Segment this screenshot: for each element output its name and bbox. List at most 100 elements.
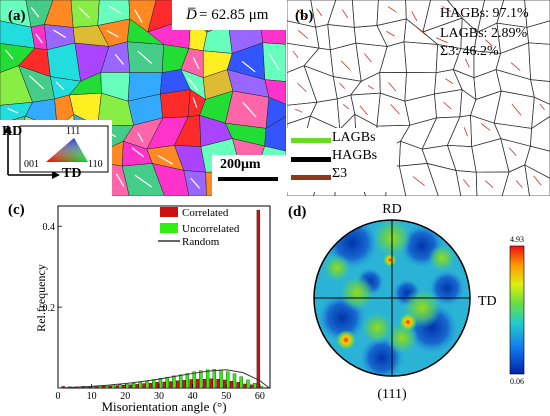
sigma3-boundary [436, 37, 448, 44]
bar-uncorrelated [199, 370, 203, 389]
twin-lamella [35, 33, 43, 44]
twin-lamella [269, 54, 280, 71]
sigma3-boundary [292, 50, 299, 59]
boundary-legend: LAGBs HAGBs Σ3 [287, 128, 397, 192]
boundary-stats: HAGBs: 97.1% LAGBs: 2.89% Σ3: 46.2% [440, 6, 550, 66]
grain [152, 163, 190, 196]
sigma3-boundary [539, 103, 545, 110]
twin-lamella [190, 177, 201, 189]
sigma3-boundary [485, 39, 493, 47]
bar-correlated [142, 383, 146, 389]
legend-label-random: Random [182, 236, 220, 248]
twin-lamella [78, 7, 91, 19]
bar-uncorrelated [125, 383, 129, 389]
bar-uncorrelated [91, 386, 95, 389]
bar-uncorrelated [172, 375, 176, 389]
colorbar-min-label: 0.06 [510, 377, 524, 386]
bar-correlated [182, 380, 187, 389]
bar-uncorrelated [253, 382, 257, 389]
bar-uncorrelated [226, 371, 230, 389]
bar-correlated [115, 385, 119, 389]
bar-correlated [108, 385, 112, 389]
pole-figure-rd-label: RD [382, 202, 401, 217]
ipf-110-label: 110 [88, 159, 103, 170]
hagb-boundary [530, 79, 550, 105]
pole-figure: RD TD (111) 4.93 0.06 [313, 202, 525, 402]
twin-lamella [134, 174, 153, 188]
twin-lamella [8, 7, 23, 20]
td-axis-label: TD [62, 166, 82, 181]
sigma3-boundary [444, 78, 454, 84]
y-axis-label: Rel.frequency [34, 264, 48, 332]
bar-uncorrelated [246, 379, 250, 389]
legend-swatch-uncorrelated [160, 223, 178, 233]
y-tick-label: 0.2 [43, 303, 56, 314]
bar-uncorrelated [259, 386, 264, 389]
hagb-boundary [524, 164, 550, 196]
ipf-111-label: 111 [66, 126, 81, 137]
intensity-region [323, 254, 351, 282]
intensity-region [361, 312, 393, 344]
scale-bar-label: 200μm [220, 157, 261, 172]
panel-c-label: (c) [8, 202, 25, 218]
bar-uncorrelated [152, 379, 156, 389]
bar-correlated [236, 382, 240, 389]
x-tick-label: 20 [120, 391, 130, 402]
hagb-boundary [528, 42, 550, 82]
panel-b-label: (b) [295, 8, 314, 24]
intensity-region [336, 330, 356, 350]
bar-correlated [249, 384, 254, 389]
x-tick-label: 60 [255, 391, 265, 402]
twin-lamella [241, 60, 256, 73]
x-tick-label: 50 [221, 391, 231, 402]
panel-d-label: (d) [288, 204, 307, 220]
legend-sigma3-swatch [291, 175, 331, 180]
twin-lamella [192, 97, 198, 108]
bar-uncorrelated [111, 385, 116, 389]
sigma3-boundary [463, 179, 470, 188]
bar-correlated [196, 378, 200, 389]
bar-correlated [256, 209, 261, 389]
sigma3-boundary [297, 82, 307, 93]
bar-uncorrelated [205, 369, 210, 389]
grain [121, 163, 165, 196]
grain [264, 79, 286, 105]
bar-uncorrelated [118, 384, 122, 389]
twin-lamella [134, 9, 143, 23]
bar-uncorrelated [178, 374, 183, 389]
bar-correlated [101, 385, 106, 389]
bar-uncorrelated [138, 381, 142, 389]
sigma3-boundary [386, 30, 395, 37]
intensity-region [383, 253, 397, 267]
twin-lamella [53, 29, 67, 38]
sigma3-boundary [387, 6, 397, 13]
grain-size-value: = 62.85 μm [199, 7, 269, 23]
bar-uncorrelated [131, 382, 136, 389]
bar-uncorrelated [239, 376, 243, 389]
hagb-boundary [531, 96, 550, 130]
bar-uncorrelated [104, 385, 109, 389]
sigma3-boundary [295, 108, 303, 113]
legend-hagbs-label: HAGBs [332, 148, 378, 163]
twin-lamella [55, 81, 65, 90]
sigma3-boundary [465, 58, 470, 68]
hagb-boundary [426, 162, 462, 196]
twin-lamella [137, 132, 144, 143]
rd-axis-label: RD [2, 124, 23, 139]
sigma3-boundary [367, 85, 374, 90]
x-axis-label: Misorientation angle (°) [101, 399, 226, 414]
sigma3-boundary [340, 60, 351, 71]
twin-lamella [131, 147, 145, 158]
legend-hagbs-swatch [291, 157, 331, 162]
bar-uncorrelated [158, 378, 163, 389]
sigma3-boundary [359, 105, 369, 116]
sigma3-stat: Σ3: 46.2% [440, 44, 499, 59]
x-tick-label: 40 [188, 391, 198, 402]
hagb-boundary [530, 115, 550, 152]
hagb-boundary [398, 163, 439, 196]
legend-label-uncorrelated: Uncorrelated [182, 223, 240, 235]
x-tick-label: 10 [87, 391, 97, 402]
ipf-legend: RD TD 111 001 110 [0, 120, 112, 196]
hagb-boundary [524, 0, 550, 28]
sigma3-boundary [341, 9, 349, 19]
